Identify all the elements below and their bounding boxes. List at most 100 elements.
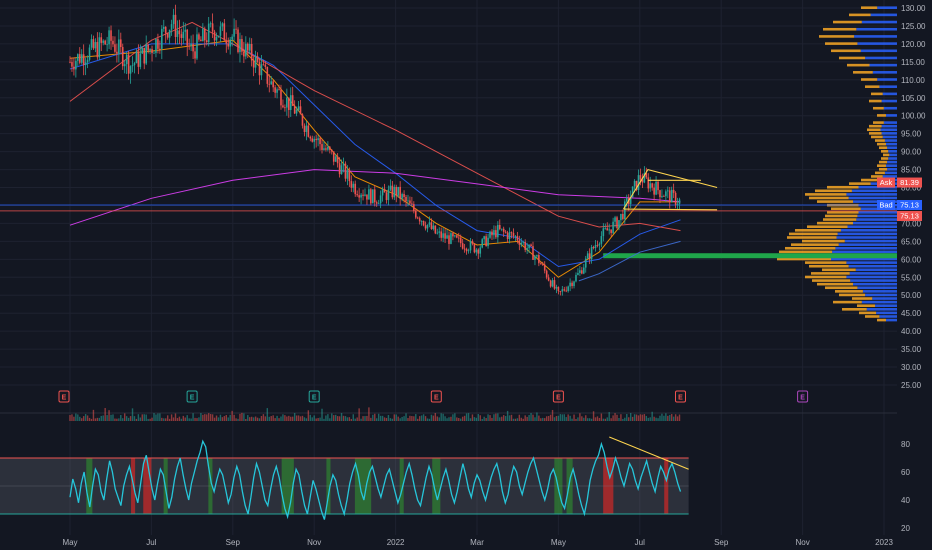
volume-bar <box>342 415 345 421</box>
candle-body <box>235 28 237 30</box>
candle-body <box>418 218 421 222</box>
volume-bar <box>364 416 366 421</box>
candle-body <box>80 54 83 63</box>
volume-bar <box>672 416 675 421</box>
candle-body <box>495 230 497 238</box>
candle-body <box>291 95 294 106</box>
volume-profile-bar-blue <box>861 300 897 304</box>
volume-profile-bar-orange <box>795 229 841 232</box>
volume-bar <box>631 416 634 421</box>
volume-bar <box>309 414 311 421</box>
volume-bar <box>377 413 380 421</box>
volume-profile-bar-blue <box>844 239 897 243</box>
earnings-marker-label: E <box>800 395 805 402</box>
poc-band <box>603 253 897 259</box>
volume-bar <box>165 418 167 421</box>
volume-profile-bar-orange <box>785 246 836 250</box>
volume-profile-bar-blue <box>870 13 897 17</box>
price-tick-label: 125.00 <box>901 22 926 31</box>
volume-bar <box>196 418 198 421</box>
volume-bar <box>323 418 325 421</box>
candle-body <box>391 185 394 198</box>
volume-bar <box>272 415 274 421</box>
price-tick-label: 60.00 <box>901 255 922 264</box>
volume-bar <box>172 417 175 421</box>
price-tag-value-bg <box>897 177 922 188</box>
candle-body <box>311 138 314 142</box>
candle-body <box>381 188 384 196</box>
volume-bar <box>161 417 163 421</box>
candle-body <box>145 44 147 64</box>
candle-body <box>209 23 212 25</box>
price-tick-label: 120.00 <box>901 40 926 49</box>
candle-body <box>280 89 282 106</box>
volume-bar <box>149 418 151 421</box>
volume-profile-bar-blue <box>884 171 897 175</box>
candle-body <box>301 114 304 126</box>
volume-bar <box>422 414 425 421</box>
volume-bar <box>301 415 304 421</box>
candle-body <box>397 186 400 196</box>
volume-profile-bar-blue <box>857 42 897 45</box>
earnings-marker-icon <box>308 390 320 403</box>
candle-body <box>422 220 425 226</box>
candle-body <box>606 228 609 231</box>
candle-body <box>127 54 130 74</box>
candle-body <box>674 192 677 205</box>
volume-profile-bar-orange <box>811 272 850 275</box>
time-tick-label: Sep <box>714 538 729 547</box>
volume-bar <box>360 418 362 421</box>
volume-profile-bar-blue <box>881 99 897 103</box>
volume-bar <box>368 407 370 421</box>
candle-body <box>643 173 646 183</box>
volume-bar <box>671 414 673 421</box>
candle-body <box>370 189 372 204</box>
volume-bar <box>190 418 192 421</box>
candle-body <box>463 248 466 250</box>
time-tick-label: Nov <box>307 538 321 547</box>
volume-bar <box>227 417 229 421</box>
candle-body <box>504 231 507 233</box>
candle-body <box>508 232 511 239</box>
volume-bar <box>262 414 265 421</box>
volume-profile-bar-blue <box>856 27 897 31</box>
candle-body <box>155 38 157 53</box>
volume-bar <box>282 414 284 421</box>
price-tags: Ask 81.39 Bad 75.13 75.13 <box>877 177 922 222</box>
time-tick-label: May <box>551 538 566 547</box>
volume-bar <box>219 414 222 421</box>
volume-bar <box>202 414 204 421</box>
volume-bar <box>241 412 243 421</box>
price-tick-label: 105.00 <box>901 94 926 103</box>
volume-bar <box>188 418 190 421</box>
volume-profile-bar-orange <box>805 261 847 264</box>
candle-body <box>129 66 132 74</box>
candle-body <box>414 210 417 218</box>
volume-bar <box>508 415 511 421</box>
volume-bar <box>98 417 101 421</box>
volume-bar <box>268 416 270 421</box>
volume-bar <box>81 418 83 421</box>
candle-body <box>475 249 478 253</box>
candle-body <box>635 180 638 190</box>
candle-body <box>221 23 224 27</box>
volume-bar <box>538 415 540 421</box>
oscillator-line <box>69 439 682 520</box>
volume-bar <box>245 418 247 421</box>
volume-profile-bar-blue <box>886 142 897 146</box>
volume-bar <box>153 413 155 421</box>
candle-body <box>467 250 470 252</box>
volume-bar <box>92 409 95 421</box>
volume-bar <box>133 416 136 421</box>
candle-body <box>377 203 380 205</box>
candle-body <box>452 233 454 237</box>
candle-body <box>534 256 536 260</box>
volume-bar <box>221 417 224 421</box>
candle-body <box>174 14 177 37</box>
price-axis: 130.00 125.00 120.00 115.00 110.00 105.00 100.… <box>897 0 932 550</box>
price-tag-value: 75.13 <box>900 212 919 221</box>
volume-bar <box>405 413 407 421</box>
candle-body <box>608 229 610 231</box>
volume-bar <box>198 417 200 421</box>
